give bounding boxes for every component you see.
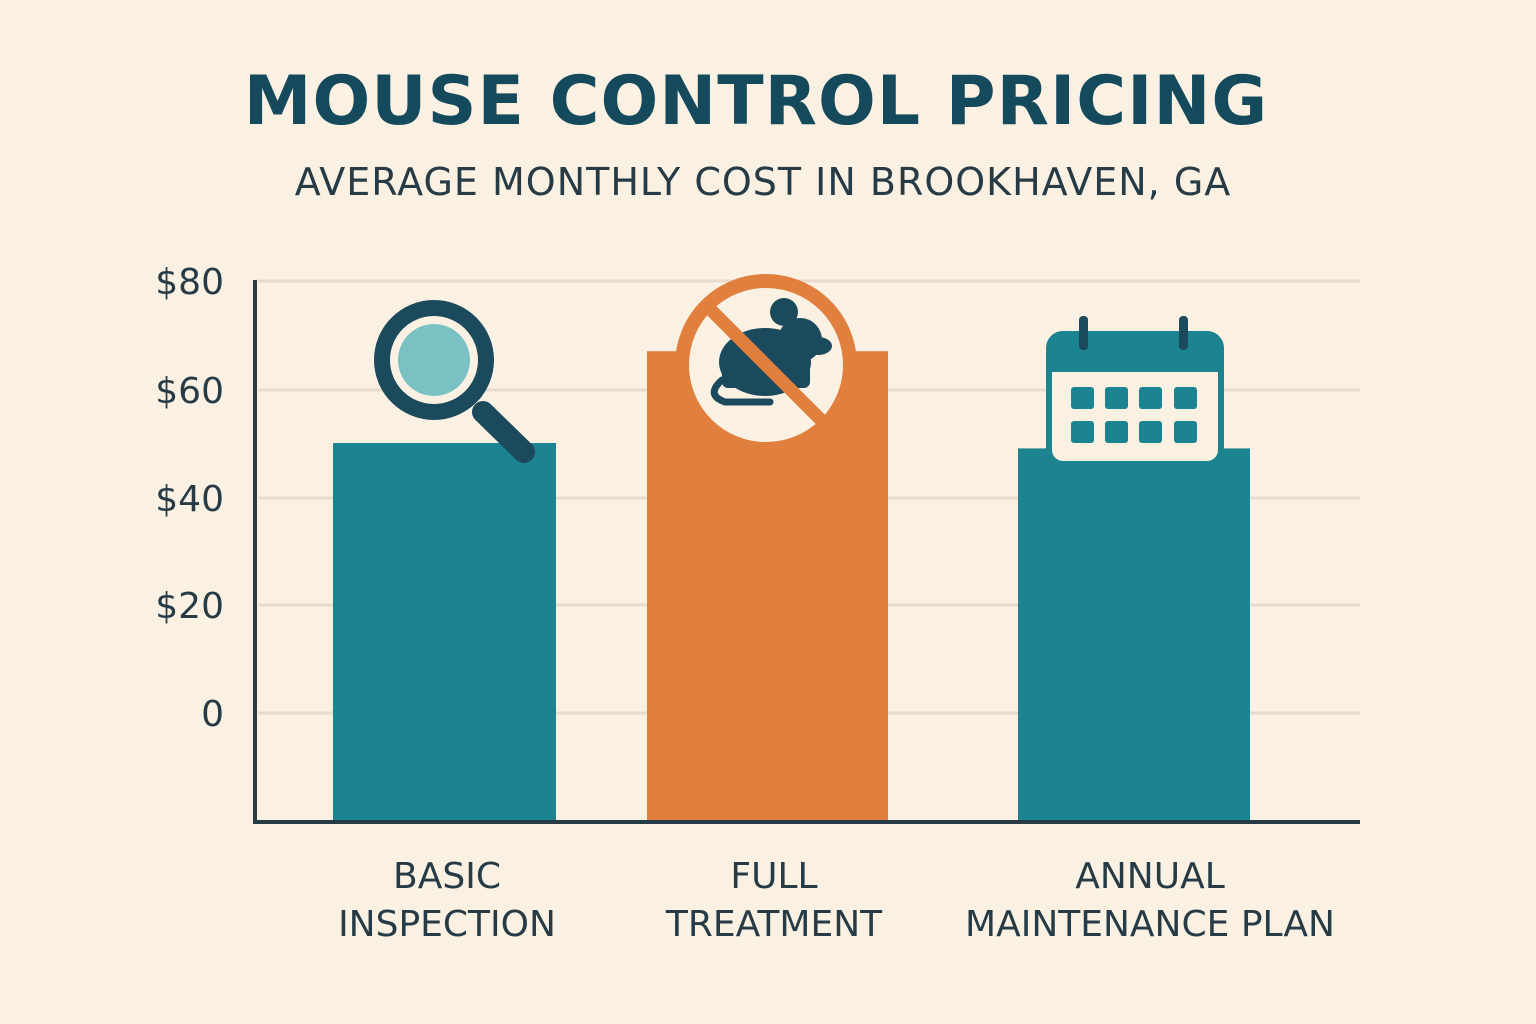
category-label: FULL <box>730 856 817 897</box>
category-label: TREATMENT <box>665 904 883 945</box>
magnifying-glass-icon <box>374 300 535 463</box>
chart-subtitle: AVERAGE MONTHLY COST IN BROOKHAVEN, GA <box>294 160 1232 204</box>
calendar-icon <box>1046 316 1224 467</box>
bars <box>333 351 1250 822</box>
category-label: MAINTENANCE PLAN <box>965 904 1335 945</box>
bar <box>333 443 556 822</box>
no-mouse-icon <box>675 274 857 456</box>
y-tick-label: $20 <box>155 586 224 627</box>
y-axis-ticks: $80 $60 $40 $20 0 <box>155 262 224 735</box>
chart-title: MOUSE CONTROL PRICING <box>243 62 1269 141</box>
y-tick-label: $60 <box>155 371 224 412</box>
category-label: BASIC <box>393 856 501 897</box>
y-tick-label: 0 <box>201 694 224 735</box>
y-tick-label: $80 <box>155 262 224 303</box>
category-labels: BASIC INSPECTION FULL TREATMENT ANNUAL MAINTE… <box>338 856 1335 945</box>
y-tick-label: $40 <box>155 479 224 520</box>
category-label: INSPECTION <box>338 904 556 945</box>
category-label: ANNUAL <box>1075 856 1225 897</box>
bar <box>1018 448 1250 822</box>
